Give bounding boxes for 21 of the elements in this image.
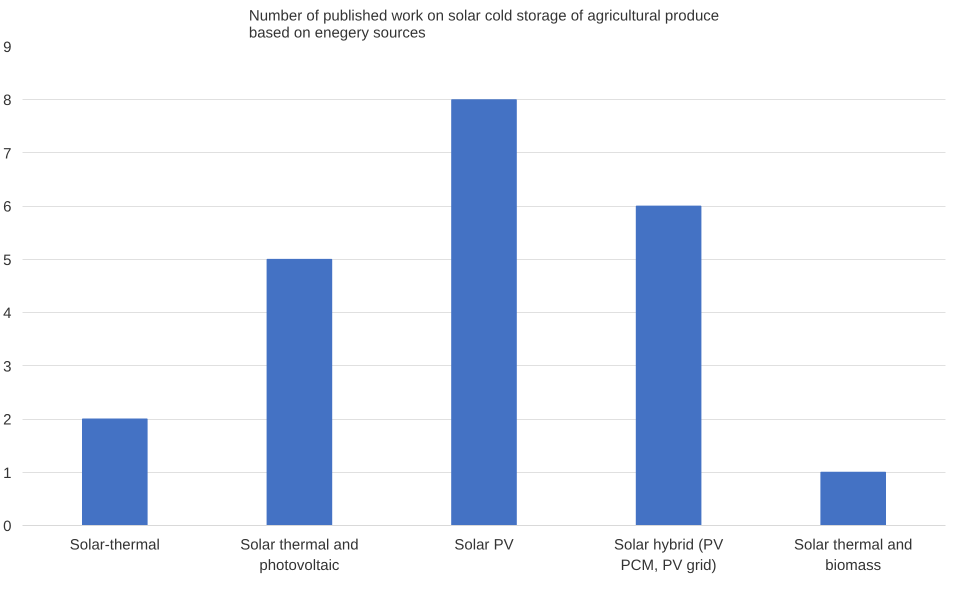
bar bbox=[451, 99, 517, 526]
x-tick-label: Solar thermal and photovoltaic bbox=[240, 536, 359, 574]
y-tick-label: 1 bbox=[3, 464, 12, 482]
y-tick-label: 0 bbox=[3, 518, 12, 535]
bar bbox=[636, 206, 702, 526]
chart-title: Number of published work on solar cold storage of agricultural produce based on enegery sources bbox=[248, 8, 720, 42]
x-tick-label: Solar-thermal bbox=[70, 536, 160, 554]
y-tick-label: 3 bbox=[3, 358, 12, 376]
y-tick-label: 4 bbox=[3, 305, 12, 322]
x-tick-label: Solar hybrid (PV PCM, PV grid) bbox=[614, 536, 724, 574]
bar bbox=[820, 472, 886, 526]
bar bbox=[82, 418, 148, 526]
y-tick-label: 7 bbox=[3, 145, 12, 162]
x-tick-label: Solar thermal and biomass bbox=[794, 536, 912, 574]
x-tick-label: Solar PV bbox=[454, 536, 514, 554]
y-tick-label: 2 bbox=[3, 412, 12, 429]
y-tick-label: 6 bbox=[3, 198, 12, 216]
y-tick-label: 5 bbox=[3, 252, 12, 269]
bar bbox=[266, 258, 332, 526]
y-tick-label: 8 bbox=[3, 92, 12, 110]
y-tick-label: 9 bbox=[3, 39, 12, 56]
